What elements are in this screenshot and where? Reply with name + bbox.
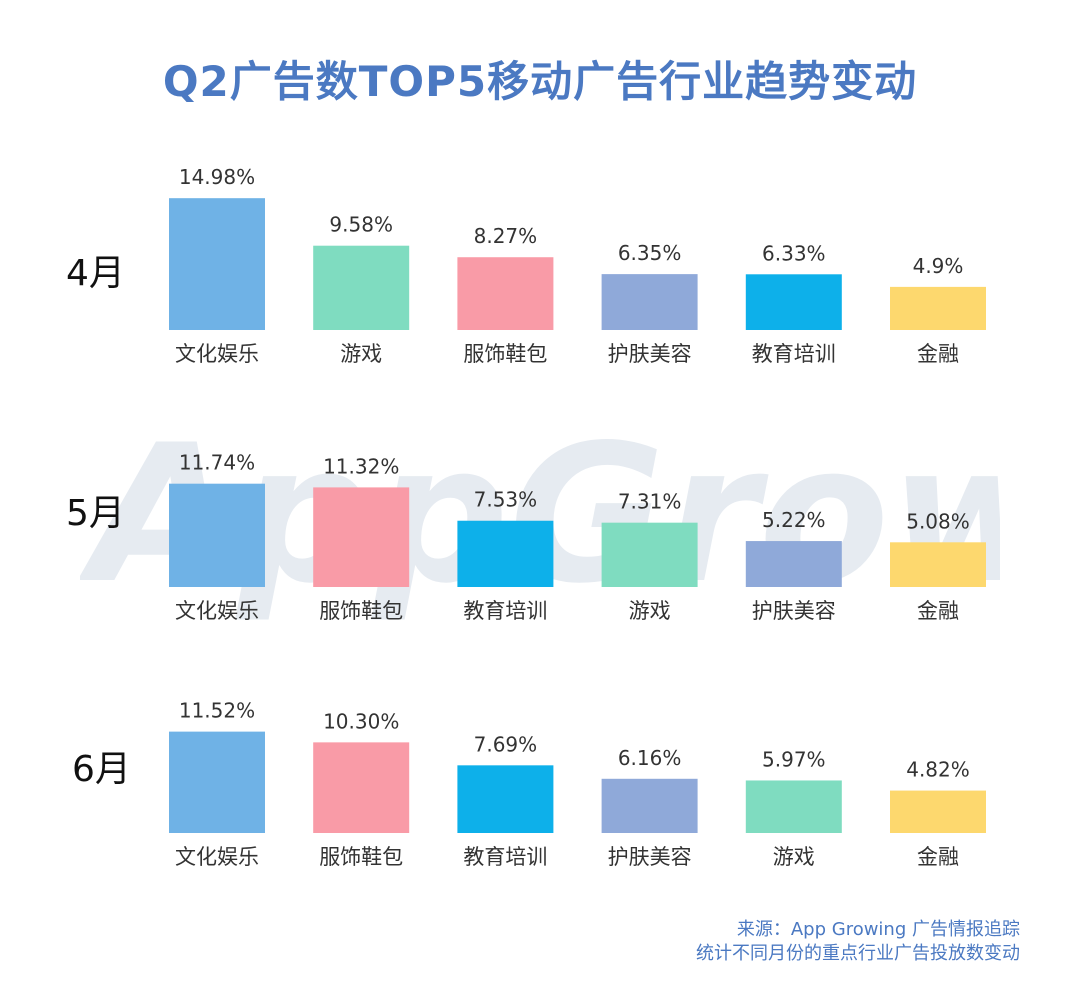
category-label-april-4: 护肤美容 — [608, 342, 692, 366]
bar-may-1 — [169, 483, 265, 587]
category-label-may-2: 服饰鞋包 — [319, 599, 403, 623]
category-label-june-6: 金融 — [917, 845, 959, 869]
bar-june-1 — [169, 731, 265, 833]
bar-april-6 — [890, 286, 986, 330]
category-label-may-1: 文化娱乐 — [175, 599, 259, 623]
bar-may-2 — [313, 487, 410, 587]
value-label-april-5: 6.33% — [762, 241, 826, 265]
value-label-may-4: 7.31% — [618, 490, 682, 514]
panel-label-april: 4月 — [66, 253, 125, 294]
bar-may-4 — [601, 522, 698, 587]
category-label-april-2: 游戏 — [340, 342, 382, 366]
source-note: 来源：App Growing 广告情报追踪 — [736, 919, 1020, 940]
bar-april-1 — [169, 198, 265, 330]
panel-label-june: 6月 — [72, 749, 131, 790]
panel-label-may: 5月 — [66, 493, 125, 534]
value-label-april-3: 8.27% — [474, 224, 538, 248]
bar-may-6 — [890, 542, 986, 587]
bar-june-4 — [601, 778, 698, 833]
category-label-may-6: 金融 — [917, 599, 959, 623]
bar-april-2 — [313, 245, 410, 330]
category-label-april-5: 教育培训 — [752, 342, 836, 366]
category-label-may-4: 游戏 — [629, 599, 671, 623]
value-label-may-3: 7.53% — [474, 488, 538, 512]
value-label-june-2: 10.30% — [323, 709, 399, 733]
footer: 来源：App Growing 广告情报追踪 统计不同月份的重点行业广告投放数变动 — [696, 918, 1020, 966]
bar-april-5 — [745, 274, 842, 330]
value-label-april-2: 9.58% — [329, 213, 393, 237]
bar-april-4 — [601, 274, 698, 330]
chart-title: Q2广告数TOP5移动广告行业趋势变动 — [162, 57, 918, 106]
bar-june-6 — [890, 790, 986, 833]
category-label-april-6: 金融 — [917, 342, 959, 366]
category-label-june-3: 教育培训 — [463, 845, 547, 869]
value-label-june-1: 11.52% — [179, 699, 255, 723]
description-note: 统计不同月份的重点行业广告投放数变动 — [696, 943, 1020, 964]
category-label-may-5: 护肤美容 — [752, 599, 836, 623]
value-label-may-2: 11.32% — [323, 454, 399, 478]
bar-june-3 — [457, 765, 554, 833]
category-label-june-4: 护肤美容 — [608, 845, 692, 869]
value-label-may-6: 5.08% — [906, 509, 970, 533]
bar-june-5 — [745, 780, 842, 833]
category-label-april-3: 服饰鞋包 — [463, 342, 547, 366]
value-label-april-4: 6.35% — [618, 241, 682, 265]
bar-may-5 — [745, 541, 842, 587]
value-label-june-3: 7.69% — [474, 732, 538, 756]
value-label-june-5: 5.97% — [762, 747, 826, 771]
value-label-may-5: 5.22% — [762, 508, 826, 532]
value-label-june-6: 4.82% — [906, 758, 970, 782]
value-label-june-4: 6.16% — [618, 746, 682, 770]
category-label-may-3: 教育培训 — [463, 599, 547, 623]
category-label-june-1: 文化娱乐 — [175, 845, 259, 869]
value-label-may-1: 11.74% — [179, 451, 255, 475]
category-label-april-1: 文化娱乐 — [175, 342, 259, 366]
bar-april-3 — [457, 257, 554, 330]
category-label-june-5: 游戏 — [773, 845, 815, 869]
value-label-april-1: 14.98% — [179, 165, 255, 189]
value-label-april-6: 4.9% — [913, 254, 964, 278]
category-label-june-2: 服饰鞋包 — [319, 845, 403, 869]
bar-may-3 — [457, 520, 554, 587]
bar-june-2 — [313, 742, 410, 833]
